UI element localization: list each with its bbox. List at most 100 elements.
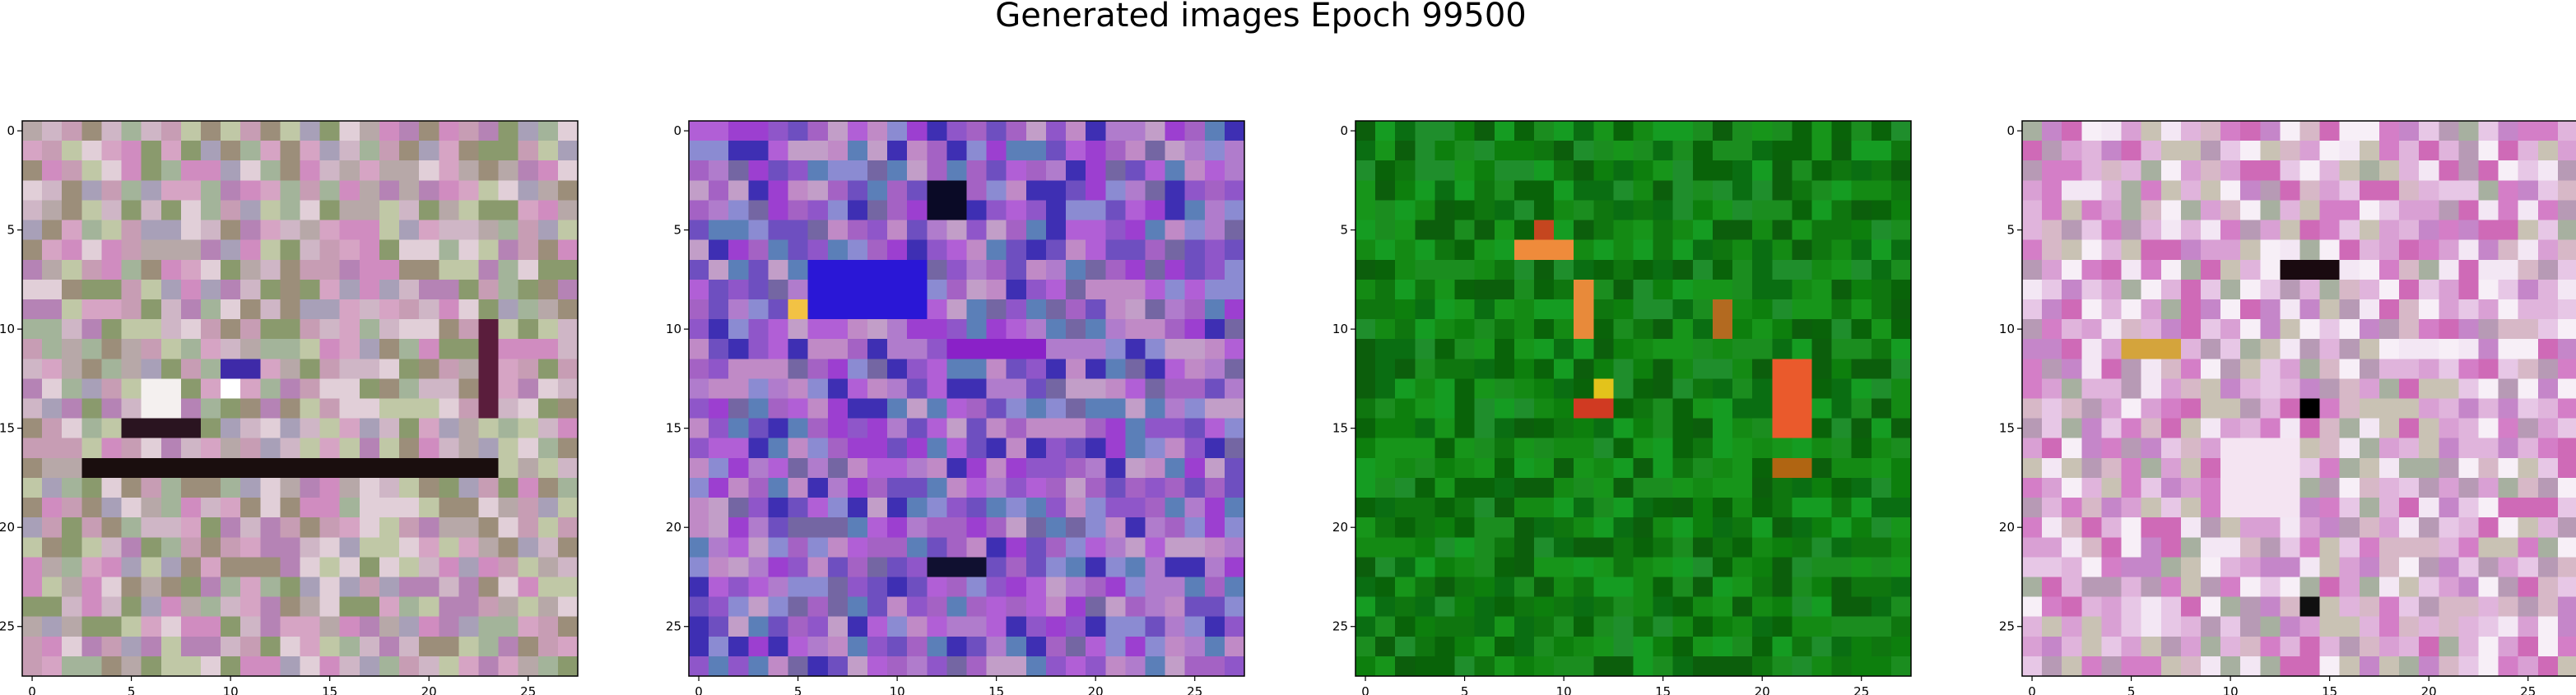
pixel (907, 458, 928, 479)
pixel (2240, 141, 2261, 161)
pixel (1891, 458, 1912, 479)
pixel (2220, 399, 2241, 419)
pixel (1832, 458, 1853, 479)
pixel (142, 557, 162, 577)
pixel (2379, 637, 2400, 657)
y-tick-label: 5 (7, 223, 15, 238)
pixel (1225, 438, 1245, 459)
pixel (181, 458, 202, 479)
pixel (360, 637, 380, 657)
pixel (1534, 141, 1555, 161)
pixel (2042, 299, 2062, 320)
pixel (2518, 160, 2539, 181)
pixel (439, 339, 459, 359)
pixel (2181, 141, 2202, 161)
pixel (1713, 458, 1733, 479)
pixel (709, 359, 729, 379)
pixel (2300, 359, 2321, 379)
pixel (2340, 160, 2360, 181)
pixel (828, 299, 849, 320)
pixel (1395, 378, 1416, 399)
pixel (2201, 478, 2221, 498)
pixel (2081, 517, 2102, 538)
pixel (1811, 597, 1832, 618)
pixel (379, 319, 400, 340)
pixel (1145, 220, 1165, 241)
pixel (2161, 319, 2182, 340)
pixel (1145, 637, 1165, 657)
pixel (2439, 359, 2459, 379)
pixel (399, 240, 420, 261)
pixel (1653, 517, 1674, 538)
pixel (161, 399, 182, 419)
pixel (300, 557, 321, 577)
pixel (689, 260, 709, 280)
pixel (439, 617, 459, 637)
x-tick-label: 25 (1853, 684, 1869, 695)
pixel (221, 656, 241, 677)
pixel (1852, 200, 1872, 220)
pixel (709, 280, 729, 300)
pixel (1105, 121, 1126, 141)
pixel (62, 260, 82, 280)
pixel (1872, 180, 1892, 201)
pixel (458, 220, 479, 241)
pixel (1415, 220, 1435, 241)
pixel (2340, 498, 2360, 518)
pixel (689, 141, 709, 161)
pixel (2042, 260, 2062, 280)
pixel (907, 299, 928, 320)
pixel (1185, 339, 1206, 359)
pixel (1434, 498, 1455, 518)
pixel (2122, 597, 2142, 618)
pixel (1811, 339, 1832, 359)
pixel (122, 637, 142, 657)
pixel (2458, 617, 2479, 637)
pixel (748, 419, 769, 439)
pixel (1732, 637, 1753, 657)
pixel (1593, 141, 1614, 161)
pixel (439, 577, 459, 597)
pixel (2439, 399, 2459, 419)
pixel (1415, 378, 1435, 399)
pixel (887, 577, 908, 597)
pixel (867, 160, 888, 181)
pixel (122, 577, 142, 597)
pixel (1792, 359, 1812, 379)
pixel (1613, 299, 1634, 320)
pixel (2062, 419, 2082, 439)
pixel (1046, 577, 1067, 597)
pixel (1832, 299, 1853, 320)
pixel (2141, 399, 2162, 419)
pixel (1475, 537, 1495, 558)
pixel (201, 399, 221, 419)
pixel (1693, 557, 1713, 577)
pixel (1205, 597, 1225, 618)
pixel (987, 240, 1007, 261)
pixel (499, 121, 519, 141)
pixel (927, 478, 947, 498)
pixel (1066, 240, 1086, 261)
pixel (499, 319, 519, 340)
pixel (142, 617, 162, 637)
pixel (42, 220, 63, 241)
pixel (867, 280, 888, 300)
pixel (2122, 121, 2142, 141)
pixel (1613, 240, 1634, 261)
pixel (1066, 280, 1086, 300)
pixel (399, 419, 420, 439)
pixel (2122, 220, 2142, 241)
pixel (1125, 498, 1146, 518)
pixel (1673, 537, 1694, 558)
pixel (1534, 656, 1555, 677)
pixel (1514, 121, 1535, 141)
pixel (1514, 319, 1535, 340)
pixel (2499, 498, 2519, 518)
pixel (1165, 399, 1186, 419)
pixel (848, 180, 868, 201)
pixel (848, 478, 868, 498)
pixel (867, 260, 888, 280)
pixel (419, 160, 439, 181)
pixel (1772, 577, 1793, 597)
pixel (927, 438, 947, 459)
